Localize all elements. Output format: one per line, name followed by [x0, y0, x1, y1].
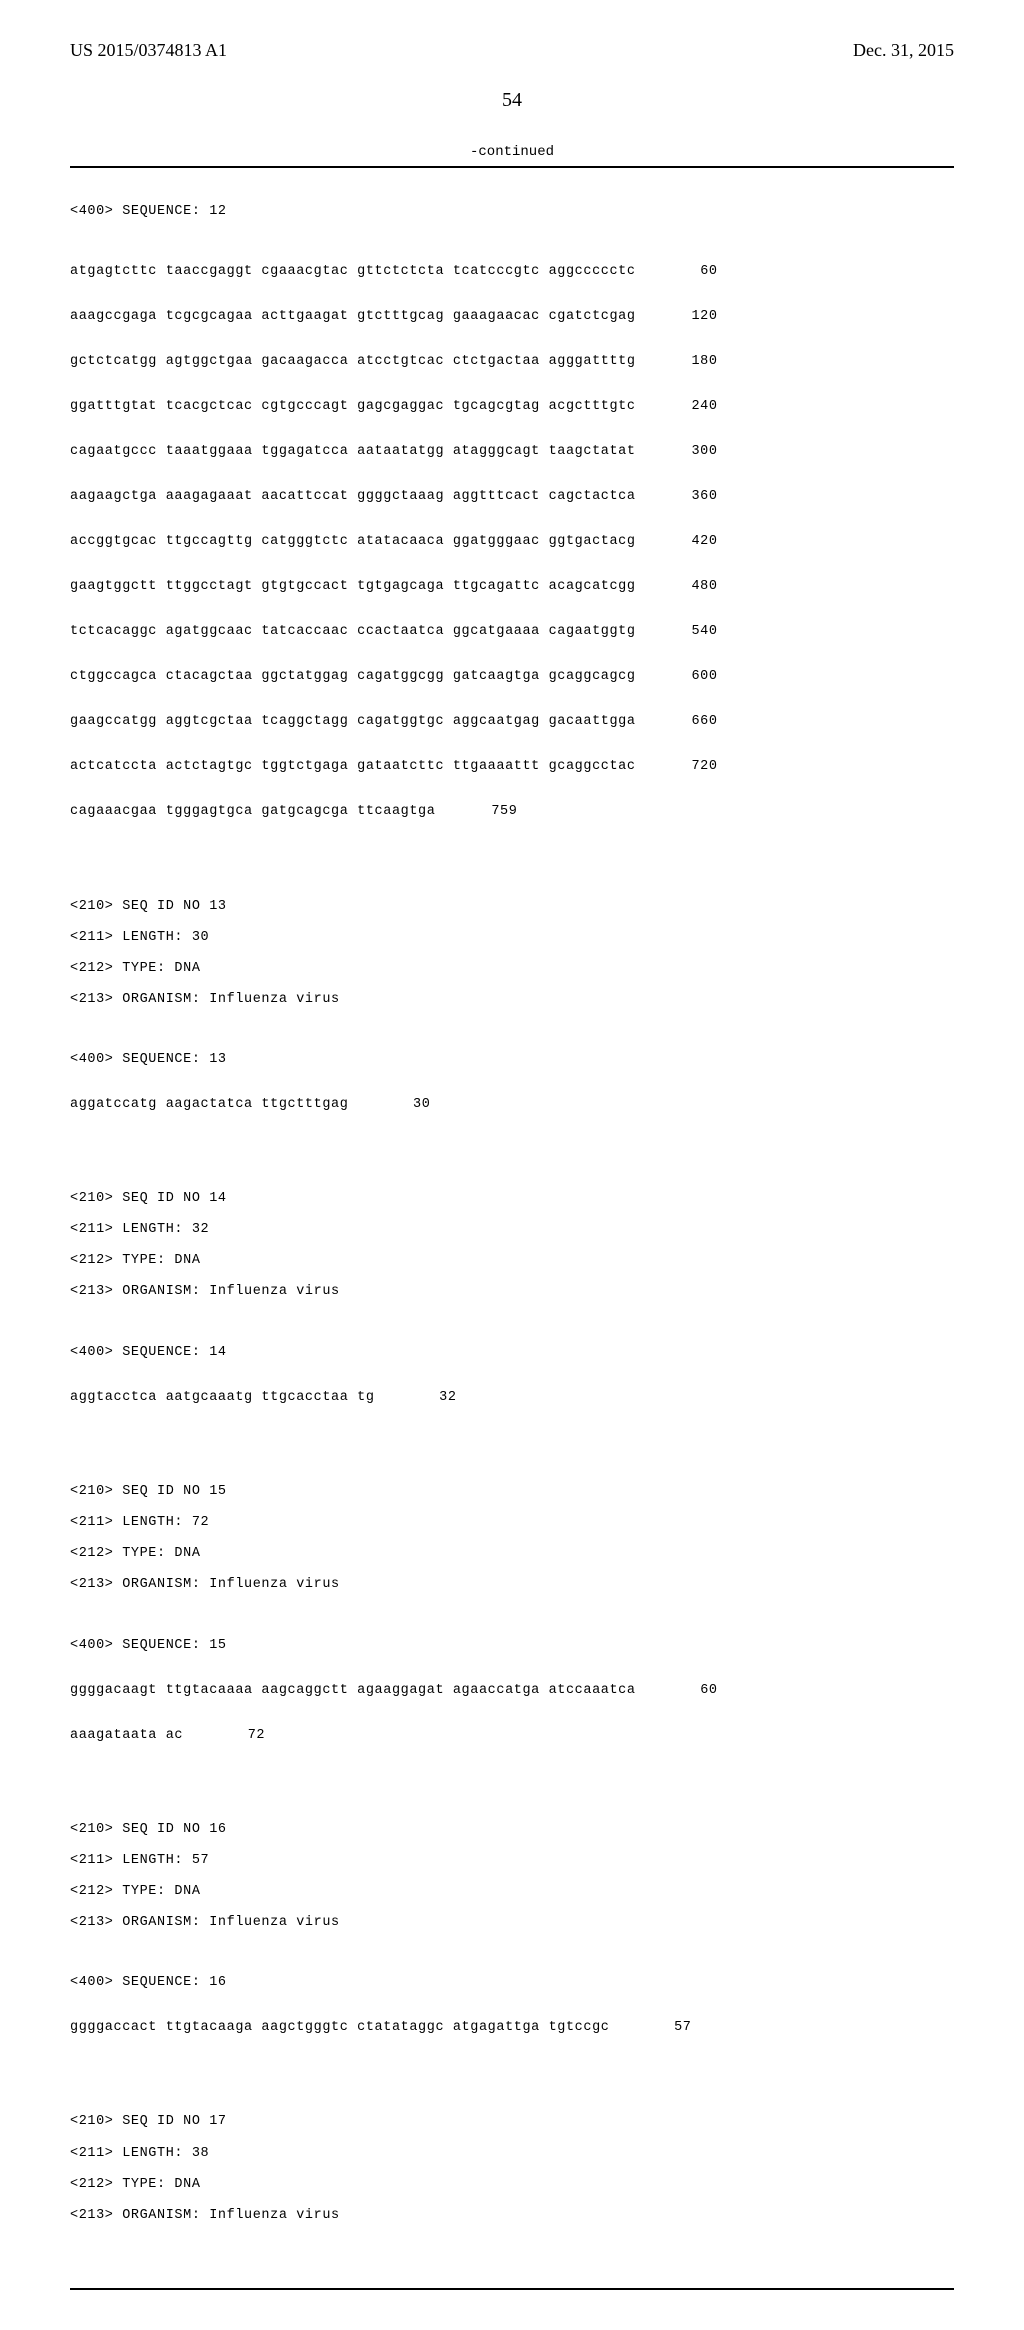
header-row: US 2015/0374813 A1 Dec. 31, 2015	[70, 40, 954, 61]
publication-number: US 2015/0374813 A1	[70, 40, 227, 61]
seq-row: aggtacctca aatgcaaatg ttgcacctaa tg32	[70, 1390, 954, 1406]
seq-row: ggggaccact ttgtacaaga aagctgggtc ctatata…	[70, 2020, 954, 2036]
seq-row: ctggccagca ctacagctaa ggctatggag cagatgg…	[70, 669, 954, 685]
seq-row: gaagccatgg aggtcgctaa tcaggctagg cagatgg…	[70, 714, 954, 730]
seq-row: aagaagctga aaagagaaat aacattccat ggggcta…	[70, 489, 954, 505]
seq-row: aaagataata ac72	[70, 1728, 954, 1744]
seq12-header: <400> SEQUENCE: 12	[70, 204, 954, 220]
seq-row: gaagtggctt ttggcctagt gtgtgccact tgtgagc…	[70, 579, 954, 595]
seq17-meta: <210> SEQ ID NO 17 <211> LENGTH: 38 <212…	[70, 2099, 954, 2239]
seq-row: cagaatgccc taaatggaaa tggagatcca aataata…	[70, 444, 954, 460]
seq-row: aggatccatg aagactatca ttgctttgag30	[70, 1097, 954, 1113]
seq15-meta: <210> SEQ ID NO 15 <211> LENGTH: 72 <212…	[70, 1468, 954, 1608]
seq16-meta: <210> SEQ ID NO 16 <211> LENGTH: 57 <212…	[70, 1806, 954, 1946]
seq14-meta: <210> SEQ ID NO 14 <211> LENGTH: 32 <212…	[70, 1176, 954, 1316]
seq14-header: <400> SEQUENCE: 14	[70, 1345, 954, 1361]
seq-row: gctctcatgg agtggctgaa gacaagacca atcctgt…	[70, 354, 954, 370]
seq-row: accggtgcac ttgccagttg catgggtctc atataca…	[70, 534, 954, 550]
seq16-header: <400> SEQUENCE: 16	[70, 1975, 954, 1991]
publication-date: Dec. 31, 2015	[853, 40, 954, 61]
seq-row: aaagccgaga tcgcgcagaa acttgaagat gtctttg…	[70, 309, 954, 325]
continued-label: -continued	[70, 144, 954, 160]
seq-row: ggggacaagt ttgtacaaaa aagcaggctt agaagga…	[70, 1683, 954, 1699]
seq-row: ggatttgtat tcacgctcac cgtgcccagt gagcgag…	[70, 399, 954, 415]
seq-row: cagaaacgaa tgggagtgca gatgcagcga ttcaagt…	[70, 804, 954, 820]
page-number: 54	[70, 89, 954, 112]
seq13-meta: <210> SEQ ID NO 13 <211> LENGTH: 30 <212…	[70, 883, 954, 1023]
seq15-header: <400> SEQUENCE: 15	[70, 1638, 954, 1654]
seq-row: tctcacaggc agatggcaac tatcaccaac ccactaa…	[70, 624, 954, 640]
sequence-listing: <400> SEQUENCE: 12 atgagtcttc taaccgaggt…	[70, 166, 954, 2290]
seq-row: actcatccta actctagtgc tggtctgaga gataatc…	[70, 759, 954, 775]
seq-row: atgagtcttc taaccgaggt cgaaacgtac gttctct…	[70, 264, 954, 280]
seq13-header: <400> SEQUENCE: 13	[70, 1052, 954, 1068]
